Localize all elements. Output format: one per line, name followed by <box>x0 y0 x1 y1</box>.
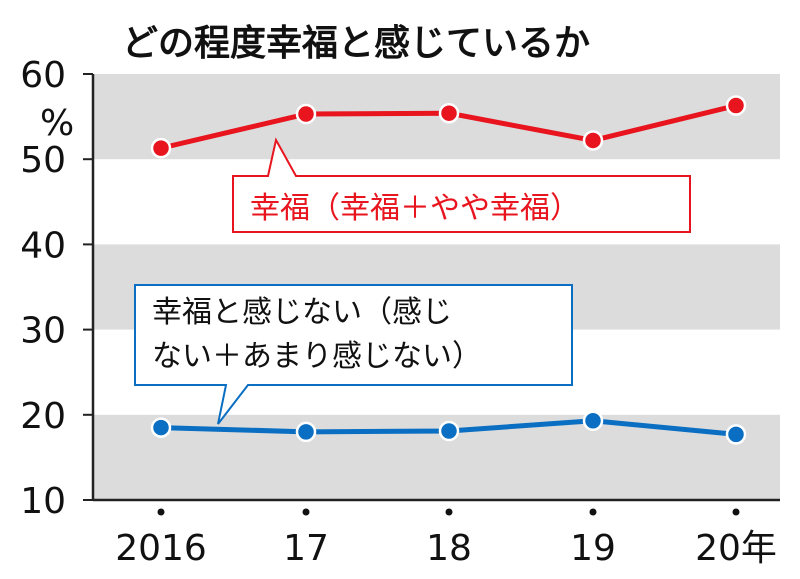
red-series-label: 幸福（幸福＋やや幸福） <box>250 191 580 226</box>
series-0-point-1 <box>295 103 317 125</box>
x-tick-label-18: 18 <box>426 528 472 569</box>
y-tick-label-30: 30 <box>20 311 66 352</box>
series-lines <box>150 95 747 445</box>
y-tick-label-20: 20 <box>20 396 66 437</box>
series-1-point-0 <box>150 417 172 438</box>
x-tick-label-17: 17 <box>283 528 329 569</box>
series-1-point-4 <box>725 424 747 445</box>
series-red-callout: 幸福（幸福＋やや幸福） <box>232 137 691 233</box>
series-0-point-3 <box>582 130 604 151</box>
y-axis-ticks: 60 50 40 30 20 10 <box>20 55 93 522</box>
series-blue-callout: 幸福と感じない（感じ ない＋あまり感じない） <box>134 284 573 425</box>
y-axis-unit-label: % <box>40 103 74 144</box>
series-1-point-1 <box>295 421 317 443</box>
x-tick-label-20年: 20年 <box>695 528 777 569</box>
blue-series-label-line1: 幸福と感じない（感じ <box>152 295 452 330</box>
series-1-point-2 <box>438 420 460 442</box>
blue-series-label-line2: ない＋あまり感じない） <box>152 339 482 374</box>
y-tick-label-60: 60 <box>20 55 66 96</box>
chart-title: どの程度幸福と感じているか <box>122 23 590 64</box>
y-tick-label-40: 40 <box>20 225 66 266</box>
series-1-point-3 <box>582 410 604 432</box>
x-tick-dot-20年 <box>732 508 740 516</box>
x-axis-ticks: 2016 17 18 19 20年 <box>115 508 777 569</box>
x-tick-label-19: 19 <box>570 528 616 569</box>
y-tick-label-10: 10 <box>20 481 66 522</box>
x-tick-label-2016: 2016 <box>115 528 207 569</box>
series-0-point-0 <box>150 137 172 159</box>
x-tick-dot-18 <box>445 508 453 516</box>
x-tick-dot-2016 <box>157 508 165 516</box>
red-callout-box <box>232 137 691 233</box>
y-tick-label-50: 50 <box>20 140 66 181</box>
series-0-point-4 <box>725 95 747 116</box>
x-tick-dot-19 <box>589 508 597 516</box>
blue-callout-box <box>134 284 573 425</box>
series-0-point-2 <box>438 102 460 124</box>
x-tick-dot-17 <box>302 508 310 516</box>
grid-band-0 <box>93 74 780 160</box>
